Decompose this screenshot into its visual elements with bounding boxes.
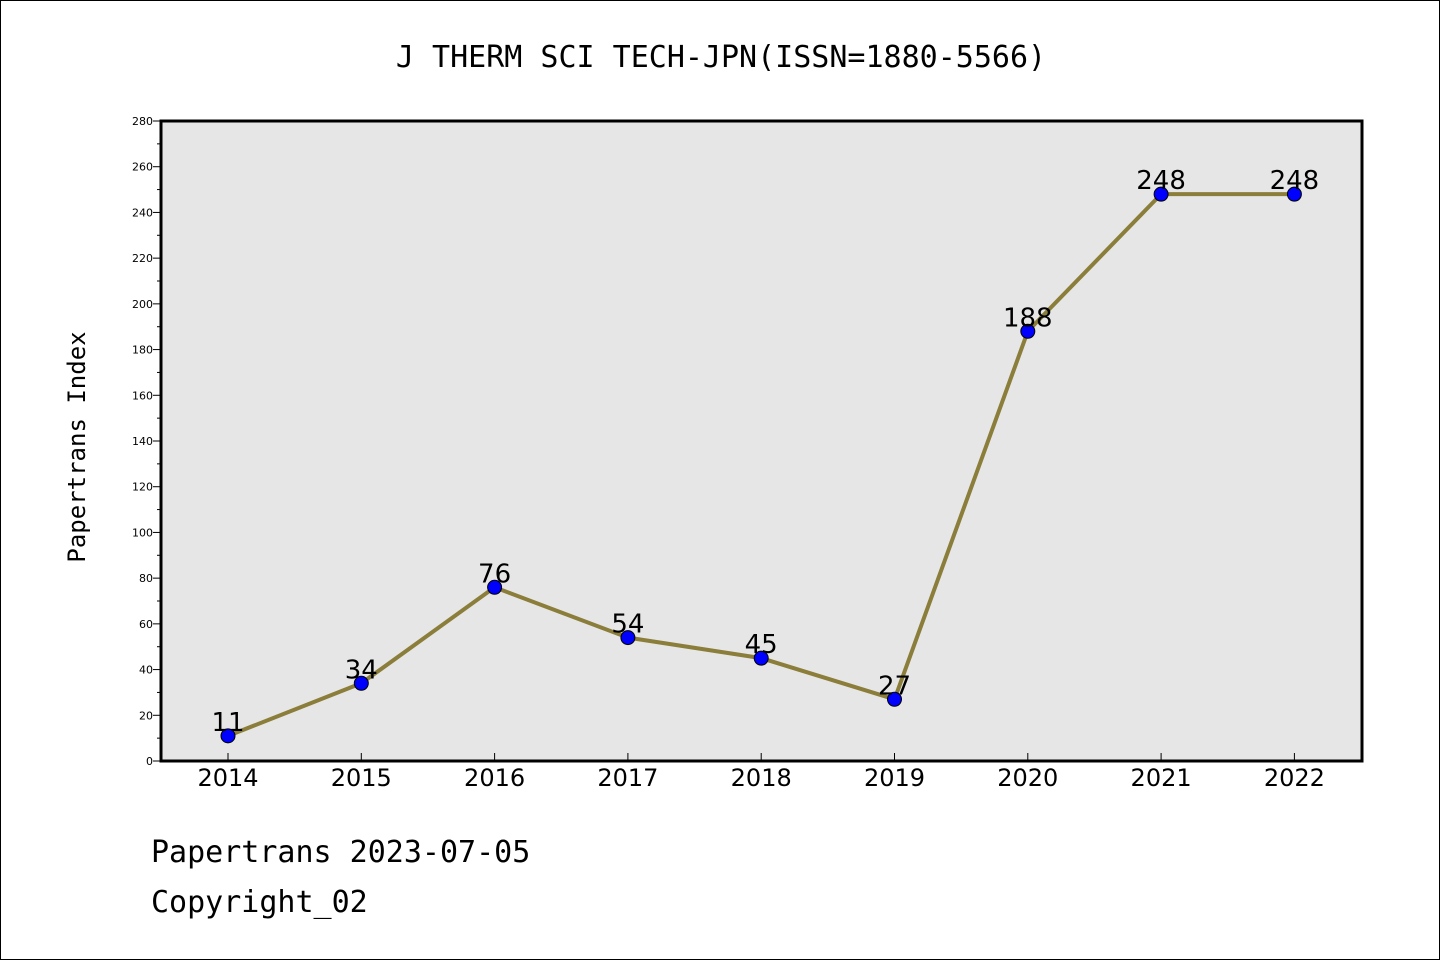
x-tick-label: 2019	[864, 764, 925, 792]
x-tick-label: 2022	[1264, 764, 1325, 792]
data-point	[220, 728, 236, 744]
y-axis-label: Papertrans Index	[63, 331, 91, 562]
data-label: 27	[878, 671, 911, 701]
data-labels: 11 34 76 54 45 27 188 248 248	[211, 166, 1319, 738]
series-papertrans-index	[220, 186, 1302, 744]
x-axis: 2014 2015 2016 2017 2018 2019 2020 2021 2022	[197, 753, 1325, 792]
y-tick-label: 280	[132, 115, 153, 128]
data-label: 54	[611, 610, 644, 640]
data-point	[487, 579, 503, 595]
data-point	[353, 675, 369, 691]
data-label: 34	[345, 655, 378, 685]
data-label: 45	[745, 630, 778, 660]
y-tick-label: 220	[132, 252, 153, 265]
data-point	[887, 691, 902, 707]
data-point	[1286, 186, 1302, 202]
x-tick-label: 2017	[597, 764, 658, 792]
footer-copyright: Copyright_02	[151, 885, 368, 920]
y-tick-label: 80	[139, 572, 153, 585]
plot-border	[159, 119, 1364, 763]
data-point	[1153, 186, 1169, 202]
data-label: 248	[1270, 166, 1320, 196]
y-tick-label: 0	[146, 755, 153, 768]
data-label: 76	[478, 559, 511, 589]
x-tick-label: 2018	[731, 764, 792, 792]
x-tick-label: 2020	[997, 764, 1058, 792]
data-point	[753, 650, 769, 666]
footer-date: Papertrans 2023-07-05	[151, 835, 531, 870]
y-tick-label: 240	[132, 206, 153, 219]
y-tick-label: 200	[132, 298, 153, 311]
y-tick-label: 60	[139, 618, 153, 631]
data-label: 11	[211, 708, 244, 738]
chart-title: J THERM SCI TECH-JPN(ISSN=1880-5566)	[396, 40, 1046, 75]
y-tick-label: 180	[132, 344, 153, 357]
data-label: 188	[1003, 303, 1053, 333]
y-tick-label: 40	[139, 664, 153, 677]
y-tick-label: 20	[139, 709, 153, 722]
x-tick-label: 2014	[197, 764, 258, 792]
x-tick-label: 2016	[464, 764, 525, 792]
x-tick-label: 2021	[1131, 764, 1192, 792]
data-point	[620, 630, 636, 646]
data-label: 248	[1136, 166, 1186, 196]
y-tick-label: 160	[132, 389, 153, 402]
y-tick-label: 140	[132, 435, 153, 448]
y-axis: 0 20 40 60 80 100 120 140 160 180 200 220 240 260 280	[132, 115, 161, 768]
y-tick-label: 260	[132, 161, 153, 174]
y-tick-label: 100	[132, 526, 153, 539]
x-tick-label: 2015	[331, 764, 392, 792]
data-point	[1020, 323, 1036, 339]
y-tick-label: 120	[132, 481, 153, 494]
